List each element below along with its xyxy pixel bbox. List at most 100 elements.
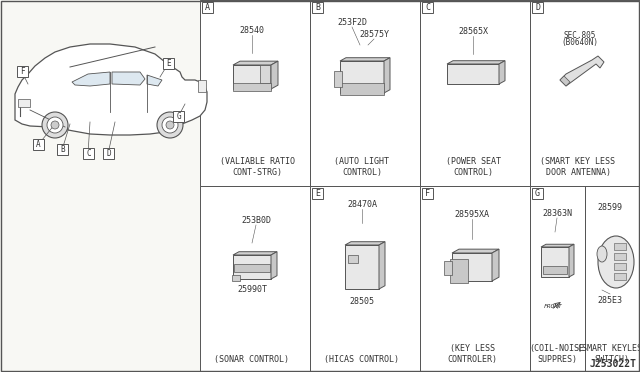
Bar: [450, 259, 468, 283]
Bar: [543, 266, 567, 274]
Ellipse shape: [597, 246, 607, 262]
Bar: [232, 275, 240, 281]
Polygon shape: [447, 61, 505, 64]
Bar: [312, 2, 323, 13]
Bar: [532, 188, 543, 199]
Circle shape: [51, 121, 59, 129]
Bar: [200, 0, 310, 186]
Bar: [422, 188, 433, 199]
Text: B: B: [315, 3, 320, 12]
Text: (SMART KEY LESS
DOOR ANTENNA): (SMART KEY LESS DOOR ANTENNA): [541, 157, 616, 177]
Text: 28363N: 28363N: [542, 209, 572, 218]
Text: J253022T: J253022T: [590, 359, 637, 369]
Bar: [530, 186, 585, 372]
Text: 28595XA: 28595XA: [454, 210, 490, 219]
Text: (COIL-NOISE
SUPPRES): (COIL-NOISE SUPPRES): [529, 344, 584, 364]
Text: (AUTO LIGHT
CONTROL): (AUTO LIGHT CONTROL): [335, 157, 390, 177]
Bar: [202, 2, 213, 13]
Bar: [334, 71, 342, 87]
Circle shape: [42, 112, 68, 138]
Bar: [614, 273, 626, 280]
Text: 253F2D: 253F2D: [337, 18, 367, 27]
Text: (SMART KEYLESS
SWITCH): (SMART KEYLESS SWITCH): [577, 344, 640, 364]
Bar: [614, 243, 626, 250]
Circle shape: [157, 112, 183, 138]
Bar: [233, 83, 271, 91]
Text: FRONT: FRONT: [543, 304, 563, 308]
Bar: [312, 188, 323, 199]
Polygon shape: [447, 64, 499, 84]
Polygon shape: [233, 255, 271, 279]
Bar: [83, 148, 94, 159]
Text: A: A: [205, 3, 210, 12]
Text: E: E: [166, 59, 171, 68]
Circle shape: [162, 117, 178, 133]
Bar: [422, 2, 433, 13]
Polygon shape: [233, 65, 271, 89]
Polygon shape: [541, 244, 574, 247]
Bar: [340, 83, 384, 95]
Bar: [585, 186, 640, 372]
Text: 253B0D: 253B0D: [241, 216, 271, 225]
Polygon shape: [345, 242, 385, 245]
Polygon shape: [147, 75, 162, 86]
Text: (HICAS CONTROL): (HICAS CONTROL): [324, 355, 399, 364]
Polygon shape: [379, 242, 385, 289]
Text: C: C: [425, 3, 430, 12]
Polygon shape: [569, 244, 574, 277]
Text: (B0640N): (B0640N): [561, 38, 598, 47]
Text: (VALIABLE RATIO
CONT-STRG): (VALIABLE RATIO CONT-STRG): [220, 157, 294, 177]
Polygon shape: [340, 58, 390, 61]
Circle shape: [47, 117, 63, 133]
Circle shape: [166, 121, 174, 129]
Text: E: E: [315, 189, 320, 198]
Polygon shape: [499, 61, 505, 84]
Bar: [33, 139, 44, 150]
Text: 25990T: 25990T: [237, 285, 267, 294]
Polygon shape: [560, 76, 570, 86]
Polygon shape: [233, 252, 277, 255]
Bar: [198, 80, 206, 92]
Polygon shape: [452, 249, 499, 253]
Polygon shape: [271, 252, 277, 279]
Polygon shape: [492, 249, 499, 281]
Text: F: F: [425, 189, 430, 198]
Polygon shape: [72, 72, 110, 86]
Bar: [310, 0, 420, 186]
Bar: [348, 255, 358, 263]
Text: D: D: [535, 3, 540, 12]
Text: 28565X: 28565X: [458, 27, 488, 36]
Polygon shape: [384, 58, 390, 93]
Text: A: A: [36, 140, 41, 149]
Bar: [420, 186, 530, 372]
Polygon shape: [452, 253, 492, 281]
Bar: [57, 144, 68, 155]
Polygon shape: [560, 56, 604, 86]
Polygon shape: [340, 61, 384, 93]
Text: G: G: [176, 112, 181, 121]
Bar: [234, 264, 270, 272]
Bar: [17, 66, 28, 77]
Bar: [163, 58, 174, 69]
Bar: [103, 148, 114, 159]
Bar: [532, 2, 543, 13]
Ellipse shape: [598, 236, 634, 288]
Bar: [614, 263, 626, 270]
Text: 285E3: 285E3: [598, 296, 623, 305]
Text: 28575Y: 28575Y: [359, 30, 389, 39]
Polygon shape: [345, 245, 379, 289]
Text: (POWER SEAT
CONTROL): (POWER SEAT CONTROL): [445, 157, 500, 177]
Bar: [444, 261, 452, 275]
Polygon shape: [233, 61, 278, 65]
Bar: [260, 65, 270, 83]
Bar: [18, 99, 30, 107]
Polygon shape: [15, 44, 207, 135]
Polygon shape: [271, 61, 278, 89]
Text: B: B: [60, 145, 65, 154]
Text: G: G: [535, 189, 540, 198]
Bar: [614, 253, 626, 260]
Bar: [200, 186, 310, 372]
Text: 28505: 28505: [349, 297, 374, 306]
Bar: [530, 0, 640, 186]
Text: D: D: [106, 149, 111, 158]
